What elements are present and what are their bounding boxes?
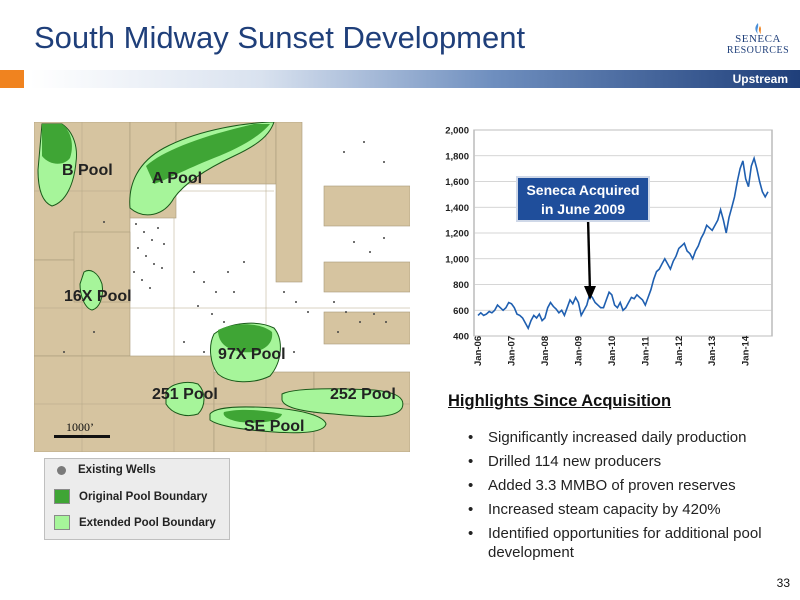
legend-label-wells: Existing Wells (78, 464, 156, 476)
page-number: 33 (776, 576, 790, 590)
legend-existing-wells: Existing Wells (53, 464, 156, 476)
x-tick-label: Jan-08 (540, 336, 551, 366)
list-item: Added 3.3 MMBO of proven reserves (466, 476, 786, 495)
pool-label-se: SE Pool (244, 418, 305, 435)
y-tick-label: 1,200 (445, 229, 469, 240)
map-legend: Existing Wells Original Pool Boundary Ex… (44, 458, 230, 540)
highlights-title: Highlights Since Acquisition (448, 392, 672, 410)
y-tick-label: 1,800 (445, 151, 469, 162)
y-tick-label: 400 (453, 332, 469, 343)
pool-label-16x: 16X Pool (64, 288, 132, 305)
x-tick-label: Jan-06 (473, 336, 484, 366)
extended-swatch-icon (54, 515, 70, 530)
legend-extended: Extended Pool Boundary (53, 515, 216, 530)
list-item: Identified opportunities for additional … (466, 524, 786, 562)
section-label: Upstream (732, 72, 788, 86)
x-tick-label: Jan-10 (607, 336, 618, 366)
scale-bar (54, 435, 110, 438)
callout-line2: in June 2009 (540, 201, 626, 217)
y-tick-label: 1,600 (445, 177, 469, 188)
callout-line1: Seneca Acquired (526, 182, 640, 198)
y-tick-label: 2,000 (445, 126, 469, 137)
legend-original: Original Pool Boundary (53, 489, 207, 504)
x-tick-label: Jan-09 (573, 336, 584, 366)
callout-arrow (586, 217, 592, 293)
pool-label-a: A Pool (152, 170, 203, 187)
y-tick-label: 800 (453, 280, 469, 291)
original-swatch-icon (54, 489, 70, 504)
x-tick-label: Jan-12 (674, 336, 685, 366)
logo-sub: RESOURCES (726, 45, 790, 56)
flame-icon (755, 23, 761, 34)
callout-arrowhead (584, 286, 596, 300)
acquisition-callout: Seneca Acquired in June 2009 (516, 176, 650, 222)
pool-label-251: 251 Pool (152, 386, 218, 403)
pool-label-97x: 97X Pool (218, 346, 286, 363)
pool-label-252: 252 Pool (330, 386, 396, 403)
list-item: Increased steam capacity by 420% (466, 500, 786, 519)
page-title: South Midway Sunset Development (34, 20, 526, 55)
production-chart: 2,0001,8001,6001,4001,2001,000800600400 … (445, 126, 773, 366)
y-tick-label: 1,400 (445, 203, 469, 214)
x-tick-label: Jan-11 (640, 336, 651, 366)
highlights-list: Significantly increased daily production… (466, 428, 786, 567)
legend-label-extended: Extended Pool Boundary (79, 516, 216, 529)
production-line (477, 155, 769, 331)
list-item: Significantly increased daily production (466, 428, 786, 447)
map-canvas (33, 121, 411, 453)
x-tick-label: Jan-13 (707, 336, 718, 366)
y-tick-label: 600 (453, 306, 469, 317)
accent-bar (0, 70, 24, 88)
seneca-logo: SENECA RESOURCES (718, 22, 798, 58)
x-tick-label: Jan-07 (506, 336, 517, 366)
well-dot-icon (57, 465, 66, 475)
x-tick-label: Jan-14 (741, 335, 752, 366)
logo-name: SENECA (735, 33, 781, 45)
field-map: B Pool A Pool 16X Pool 97X Pool 251 Pool… (33, 121, 411, 453)
header-bar (30, 70, 800, 88)
legend-label-original: Original Pool Boundary (79, 490, 208, 503)
pool-label-b: B Pool (62, 162, 113, 179)
list-item: Drilled 114 new producers (466, 452, 786, 471)
scale-label: 1000’ (66, 420, 94, 434)
y-tick-label: 1,000 (445, 254, 469, 265)
